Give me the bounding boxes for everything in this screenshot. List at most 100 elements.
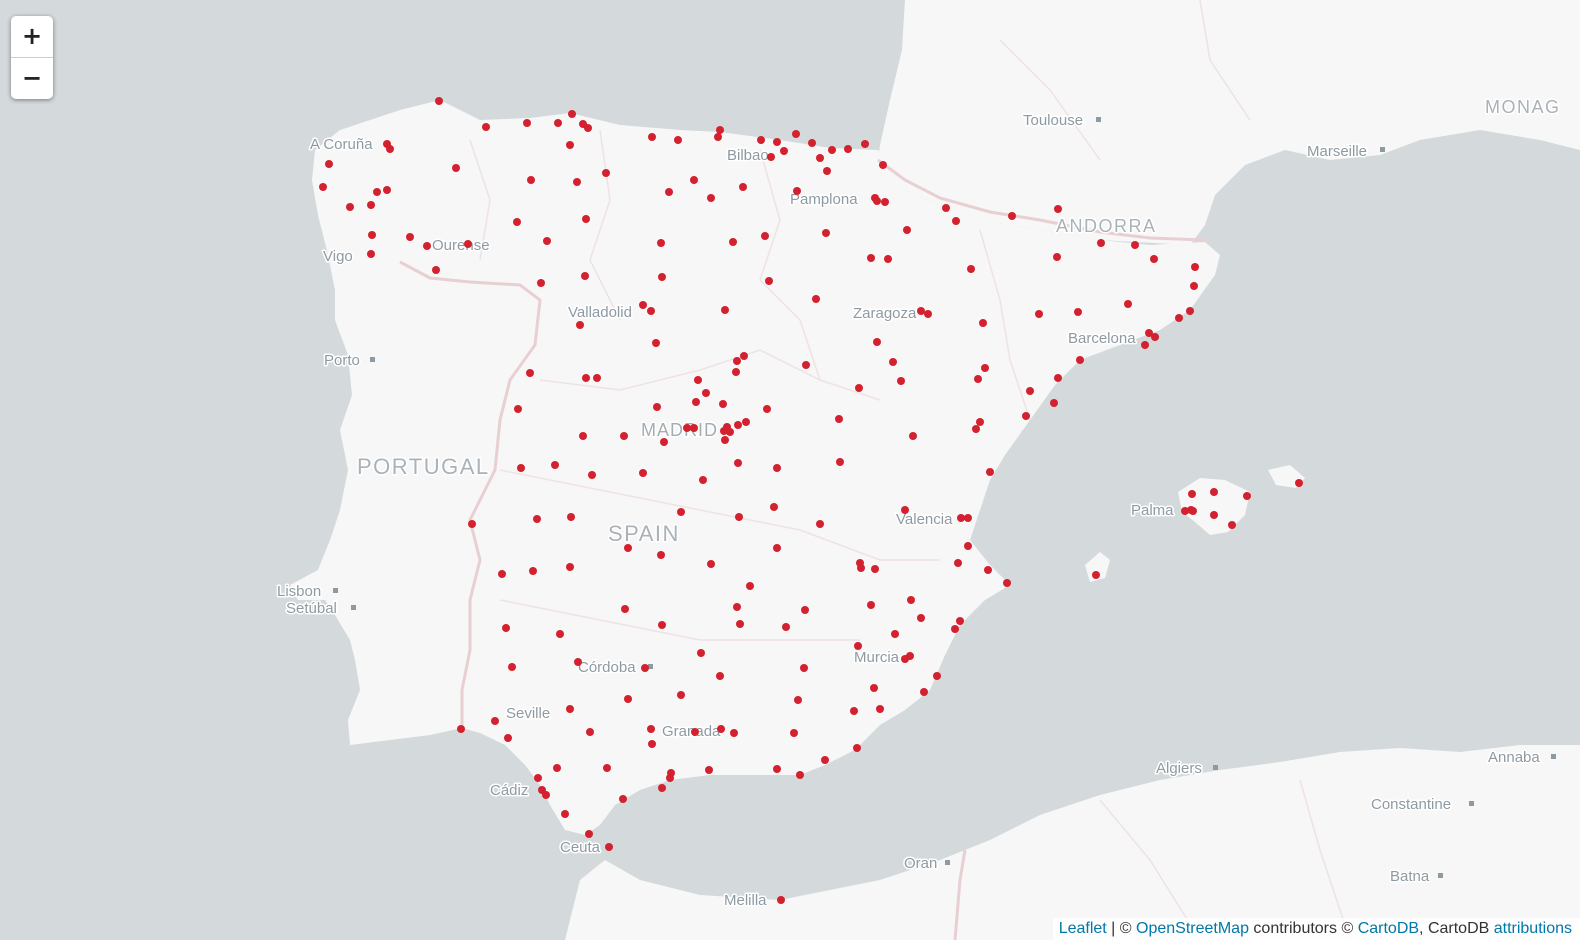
zoom-in-button[interactable]: + [21, 22, 43, 50]
location-marker[interactable] [909, 432, 917, 440]
location-marker[interactable] [986, 468, 994, 476]
location-marker[interactable] [1035, 310, 1043, 318]
location-marker[interactable] [1124, 300, 1132, 308]
location-marker[interactable] [855, 384, 863, 392]
location-marker[interactable] [879, 161, 887, 169]
location-marker[interactable] [780, 147, 788, 155]
location-marker[interactable] [917, 307, 925, 315]
location-marker[interactable] [526, 369, 534, 377]
location-marker[interactable] [584, 124, 592, 132]
location-marker[interactable] [816, 520, 824, 528]
location-marker[interactable] [721, 436, 729, 444]
location-marker[interactable] [873, 338, 881, 346]
location-marker[interactable] [733, 357, 741, 365]
location-marker[interactable] [432, 266, 440, 274]
location-marker[interactable] [792, 130, 800, 138]
location-marker[interactable] [1190, 282, 1198, 290]
location-marker[interactable] [561, 810, 569, 818]
location-marker[interactable] [435, 97, 443, 105]
location-marker[interactable] [964, 542, 972, 550]
location-marker[interactable] [844, 145, 852, 153]
location-marker[interactable] [639, 469, 647, 477]
location-marker[interactable] [729, 238, 737, 246]
location-marker[interactable] [801, 606, 809, 614]
location-marker[interactable] [705, 766, 713, 774]
location-marker[interactable] [692, 398, 700, 406]
location-marker[interactable] [897, 377, 905, 385]
location-marker[interactable] [1150, 255, 1158, 263]
location-marker[interactable] [984, 566, 992, 574]
location-marker[interactable] [553, 764, 561, 772]
location-marker[interactable] [861, 140, 869, 148]
location-marker[interactable] [652, 339, 660, 347]
zoom-out-button[interactable]: − [11, 57, 53, 99]
location-marker[interactable] [901, 506, 909, 514]
location-marker[interactable] [808, 139, 816, 147]
location-marker[interactable] [957, 514, 965, 522]
location-marker[interactable] [1076, 356, 1084, 364]
location-marker[interactable] [319, 183, 327, 191]
location-marker[interactable] [647, 307, 655, 315]
location-marker[interactable] [707, 560, 715, 568]
location-marker[interactable] [423, 242, 431, 250]
location-marker[interactable] [660, 438, 668, 446]
location-marker[interactable] [383, 186, 391, 194]
location-marker[interactable] [1151, 333, 1159, 341]
location-marker[interactable] [1210, 488, 1218, 496]
location-marker[interactable] [717, 725, 725, 733]
location-marker[interactable] [1186, 307, 1194, 315]
location-marker[interactable] [733, 603, 741, 611]
location-marker[interactable] [765, 277, 773, 285]
location-marker[interactable] [464, 240, 472, 248]
location-marker[interactable] [543, 237, 551, 245]
location-marker[interactable] [770, 503, 778, 511]
location-marker[interactable] [566, 563, 574, 571]
location-marker[interactable] [699, 476, 707, 484]
location-marker[interactable] [566, 705, 574, 713]
location-marker[interactable] [1228, 521, 1236, 529]
location-marker[interactable] [773, 544, 781, 552]
location-marker[interactable] [691, 728, 699, 736]
location-marker[interactable] [707, 194, 715, 202]
location-marker[interactable] [726, 428, 734, 436]
location-marker[interactable] [719, 400, 727, 408]
location-marker[interactable] [828, 146, 836, 154]
location-marker[interactable] [850, 707, 858, 715]
location-marker[interactable] [763, 405, 771, 413]
location-marker[interactable] [884, 255, 892, 263]
location-marker[interactable] [582, 374, 590, 382]
location-marker[interactable] [647, 725, 655, 733]
location-marker[interactable] [325, 160, 333, 168]
location-marker[interactable] [1141, 341, 1149, 349]
location-marker[interactable] [567, 513, 575, 521]
location-marker[interactable] [1210, 511, 1218, 519]
location-marker[interactable] [735, 513, 743, 521]
location-marker[interactable] [529, 567, 537, 575]
location-marker[interactable] [513, 218, 521, 226]
location-marker[interactable] [732, 368, 740, 376]
location-marker[interactable] [585, 830, 593, 838]
location-marker[interactable] [816, 154, 824, 162]
location-marker[interactable] [942, 204, 950, 212]
location-marker[interactable] [746, 582, 754, 590]
location-marker[interactable] [796, 771, 804, 779]
location-marker[interactable] [665, 188, 673, 196]
location-marker[interactable] [793, 187, 801, 195]
location-marker[interactable] [773, 464, 781, 472]
location-marker[interactable] [568, 110, 576, 118]
location-marker[interactable] [933, 672, 941, 680]
location-marker[interactable] [657, 551, 665, 559]
location-marker[interactable] [761, 232, 769, 240]
location-marker[interactable] [504, 734, 512, 742]
location-marker[interactable] [972, 425, 980, 433]
location-marker[interactable] [974, 375, 982, 383]
location-marker[interactable] [658, 621, 666, 629]
location-marker[interactable] [1054, 374, 1062, 382]
location-marker[interactable] [802, 361, 810, 369]
location-marker[interactable] [716, 126, 724, 134]
location-marker[interactable] [956, 617, 964, 625]
location-marker[interactable] [602, 169, 610, 177]
location-marker[interactable] [514, 405, 522, 413]
location-marker[interactable] [790, 729, 798, 737]
